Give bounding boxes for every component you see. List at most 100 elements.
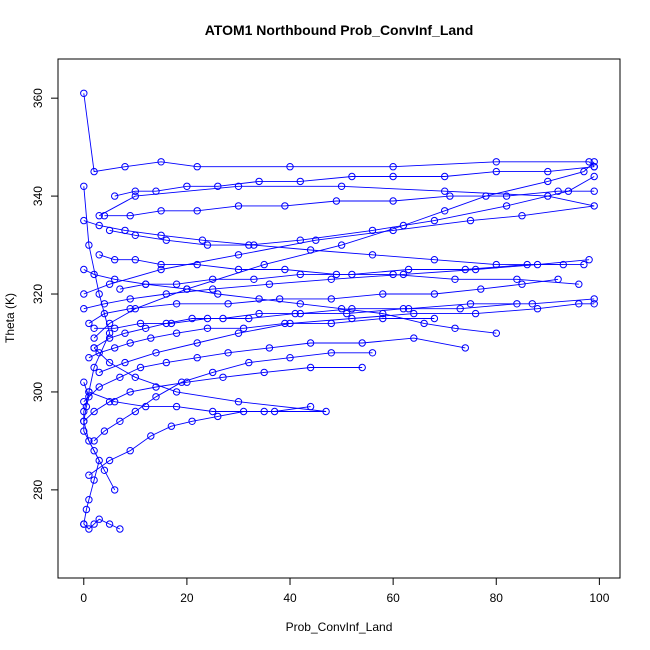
data-point [80,398,88,406]
data-point [126,447,134,455]
data-point [85,354,93,362]
data-point [90,447,98,455]
data-point [90,520,98,528]
data-point [585,158,593,166]
data-point [368,349,377,357]
data-point [389,163,397,171]
data-point [590,163,598,171]
data-point [152,187,160,195]
x-tick-label: 0 [80,591,87,605]
data-point [80,216,88,225]
x-axis-label: Prob_ConvInf_Land [286,620,393,634]
series-line [114,166,595,197]
data-point [142,324,150,332]
data-point [95,221,103,230]
data-point [80,520,88,528]
data-point [188,417,196,425]
data-point [348,305,356,313]
data-point [188,314,196,323]
data-point [111,192,119,200]
data-point [126,305,134,313]
data-point [105,319,114,328]
data-point [105,398,114,406]
data-point [214,290,222,298]
data-point [90,324,98,332]
data-point [111,486,119,494]
data-point [111,324,119,332]
data-point [162,290,171,298]
y-axis-label: Theta (K) [3,293,17,343]
data-point [85,388,93,396]
data-point [337,305,346,313]
y-tick-label: 340 [31,186,45,206]
data-point [492,158,500,166]
plot-frame [57,58,621,579]
data-point [286,354,294,362]
data-point [95,368,103,377]
data-point [245,358,253,367]
data-point [430,314,439,323]
series-line [104,190,595,217]
data-point [90,167,98,176]
series-line [109,176,595,246]
data-point [111,256,119,264]
data-point [554,187,562,195]
y-tick-label: 320 [31,284,45,304]
data-point [152,349,160,357]
data-point [214,412,222,421]
data-point [466,216,475,225]
data-point [451,324,459,332]
data-point [368,226,377,235]
data-point [430,290,439,298]
data-point [234,202,243,210]
data-point [131,187,140,195]
data-point [492,329,500,337]
data-point [296,300,304,308]
data-point [131,407,140,416]
data-point [239,324,248,332]
data-point [121,163,129,171]
data-point [111,398,119,406]
data-point [466,300,475,308]
data-point [234,398,243,406]
data-point [255,177,263,186]
data-point [82,505,91,514]
data-point [209,285,217,293]
data-point [136,363,145,372]
data-point [322,407,330,416]
data-point [121,226,129,235]
data-point [590,187,598,195]
data-point [379,290,387,298]
x-tick-label: 20 [180,591,194,605]
data-point [389,172,397,181]
data-point [131,373,140,381]
series-line [83,382,100,525]
data-point [209,407,217,416]
data-point [575,280,583,288]
series-6 [95,300,598,377]
series-13 [80,216,567,269]
data-point [90,407,98,416]
data-point [255,295,263,303]
data-point [95,290,103,298]
data-point [116,373,124,381]
data-point [172,388,181,396]
data-point [111,344,119,352]
series-19 [85,314,439,362]
data-point [172,280,181,288]
series-line [83,367,363,422]
data-point [85,393,93,401]
data-point [580,260,588,269]
data-point [126,339,134,347]
data-point [544,177,552,186]
data-point [389,197,397,205]
data-point [441,172,449,181]
data-point [368,251,377,259]
data-point [276,295,284,303]
series-12 [111,163,598,200]
data-point [162,358,171,367]
data-point [116,285,124,293]
data-point [239,407,248,416]
data-point [533,305,542,313]
data-point [358,339,366,347]
